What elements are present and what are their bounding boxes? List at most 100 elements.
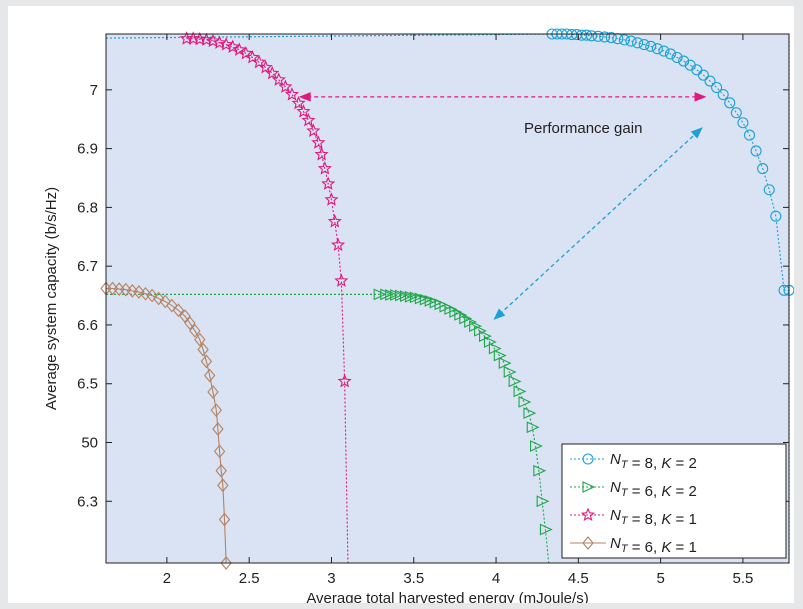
data-point bbox=[529, 440, 543, 452]
data-point bbox=[409, 291, 423, 304]
legend-label-part: K bbox=[661, 455, 672, 472]
data-point bbox=[213, 444, 226, 459]
data-point bbox=[200, 354, 213, 369]
y-tick-label: 7 bbox=[90, 82, 98, 99]
data-point bbox=[210, 403, 222, 418]
data-point bbox=[321, 176, 336, 190]
data-point bbox=[580, 507, 596, 522]
y-tick-label: 6.6 bbox=[77, 317, 98, 334]
data-point bbox=[197, 342, 209, 357]
legend-label-part: K bbox=[661, 511, 672, 528]
data-point bbox=[189, 323, 201, 338]
legend-box bbox=[561, 443, 787, 559]
data-point bbox=[737, 117, 749, 129]
annotation-arrows bbox=[298, 92, 707, 320]
data-point bbox=[599, 31, 611, 43]
legend-label-part: = 1 bbox=[671, 511, 696, 528]
data-point bbox=[469, 320, 482, 332]
data-point bbox=[770, 210, 782, 222]
series-2 bbox=[373, 288, 553, 564]
data-point bbox=[711, 81, 723, 94]
data-point bbox=[166, 298, 178, 313]
data-point bbox=[449, 306, 463, 318]
data-point bbox=[454, 309, 468, 321]
data-point bbox=[414, 292, 428, 305]
chart-svg: 2 2.5 3 3.5 4 4.5 5 5.5 6.3 50 6.5 6.6 6.7 6.8 6.9 7 P… bbox=[43, 28, 794, 603]
data-point bbox=[334, 273, 349, 287]
legend-label-part: N bbox=[610, 535, 621, 552]
x-tick-label: 2 bbox=[163, 570, 171, 587]
data-point bbox=[582, 536, 594, 550]
data-point bbox=[498, 357, 512, 370]
data-point bbox=[385, 289, 399, 301]
data-point bbox=[330, 237, 346, 252]
data-point bbox=[618, 34, 630, 46]
data-point bbox=[314, 147, 329, 161]
data-point bbox=[251, 54, 267, 69]
data-point bbox=[526, 421, 540, 434]
data-point bbox=[399, 290, 413, 303]
data-point bbox=[605, 31, 617, 44]
legend-item: NT = 8, K = 1 bbox=[570, 507, 697, 528]
data-point bbox=[625, 35, 637, 47]
arrow-head bbox=[298, 92, 311, 102]
x-tick-label: 4.5 bbox=[568, 570, 589, 587]
data-point bbox=[146, 288, 158, 303]
chart-frame: 2 2.5 3 3.5 4 4.5 5 5.5 6.3 50 6.5 6.6 6.7 6.8 6.9 7 P… bbox=[8, 6, 794, 603]
data-point bbox=[207, 385, 219, 399]
data-point bbox=[459, 312, 473, 325]
data-point bbox=[225, 39, 240, 53]
data-point bbox=[133, 285, 145, 299]
y-tick-label: 50 bbox=[81, 435, 98, 452]
data-point bbox=[464, 316, 478, 328]
data-point bbox=[395, 289, 408, 302]
data-point bbox=[592, 30, 604, 42]
legend-label-part: N bbox=[610, 479, 621, 496]
legend-label: NT = 8, K = 2 bbox=[610, 451, 697, 472]
data-point bbox=[212, 35, 227, 49]
data-point bbox=[306, 123, 321, 138]
x-tick-label: 3 bbox=[327, 570, 335, 587]
data-point bbox=[404, 290, 418, 303]
data-point bbox=[523, 407, 537, 419]
legend-label-part: T bbox=[621, 459, 629, 471]
data-point bbox=[271, 72, 286, 86]
data-point bbox=[730, 107, 742, 119]
y-tick-label: 6.3 bbox=[77, 493, 98, 510]
data-point bbox=[220, 556, 232, 570]
plot-border bbox=[105, 33, 790, 564]
data-point bbox=[159, 294, 171, 309]
data-point bbox=[678, 55, 690, 67]
data-point bbox=[743, 129, 756, 141]
data-point bbox=[218, 512, 231, 527]
legend-item: NT = 6, K = 1 bbox=[570, 535, 697, 556]
data-point bbox=[581, 29, 593, 41]
data-point bbox=[757, 163, 769, 175]
legend-item: NT = 6, K = 2 bbox=[570, 479, 697, 500]
y-tick-label: 6.7 bbox=[77, 258, 98, 275]
data-point bbox=[232, 42, 247, 56]
performance-gain-label: Performance gain bbox=[524, 120, 642, 137]
data-point bbox=[258, 60, 273, 74]
legend: NT = 8, K = 2 NT = 6, K = 2 NT = 8, K = 1 N… bbox=[561, 443, 787, 559]
data-point bbox=[717, 88, 729, 101]
y-tick-label: 6.5 bbox=[77, 376, 98, 393]
y-tick-label: 6.8 bbox=[77, 199, 98, 216]
data-point bbox=[139, 286, 152, 301]
data-point bbox=[645, 40, 657, 52]
legend-label-part: T bbox=[621, 543, 629, 555]
legend-label-part: K bbox=[661, 483, 672, 500]
data-point bbox=[179, 309, 191, 323]
data-point bbox=[697, 69, 709, 81]
data-point bbox=[219, 37, 234, 51]
x-axis-label: Average total harvested energy (mJoule/s… bbox=[306, 590, 588, 603]
legend-item: NT = 8, K = 2 bbox=[570, 451, 697, 472]
data-point bbox=[296, 104, 311, 118]
data-point bbox=[750, 145, 762, 157]
data-point bbox=[311, 135, 326, 149]
x-axis: 2 2.5 3 3.5 4 4.5 5 5.5 bbox=[163, 34, 753, 587]
data-point bbox=[536, 495, 550, 508]
annotation-arrow bbox=[493, 127, 703, 320]
data-point bbox=[278, 79, 293, 93]
series-4 bbox=[100, 281, 232, 570]
